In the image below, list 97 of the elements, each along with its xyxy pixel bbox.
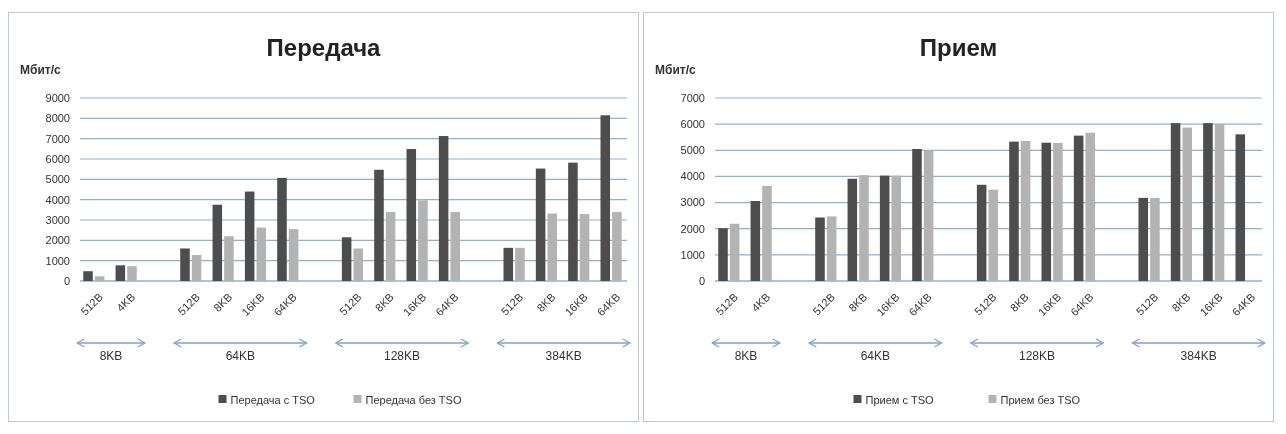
text: 384KB [545, 349, 582, 363]
bar [1053, 142, 1063, 281]
bar [406, 149, 417, 281]
text: 8KB [99, 349, 123, 363]
bar [579, 214, 590, 281]
bar [1214, 123, 1225, 281]
bar [115, 265, 126, 281]
bar [912, 148, 922, 281]
bar [438, 136, 449, 281]
bar [515, 247, 525, 281]
x-tick-label: 8KB [1007, 290, 1031, 314]
y-tick-label: 4000 [45, 193, 70, 206]
bar [547, 213, 558, 281]
bar [1041, 142, 1052, 281]
bar [83, 271, 93, 281]
bar [1150, 197, 1160, 281]
bar [256, 227, 267, 281]
bar [612, 212, 622, 281]
bar [1170, 123, 1181, 281]
text: 8KB [734, 349, 758, 363]
bar [353, 248, 364, 281]
text: 128KB [383, 349, 421, 363]
y-tick-label: 6000 [680, 117, 705, 130]
bar [762, 185, 772, 281]
bar [503, 247, 514, 281]
bar [1073, 135, 1084, 281]
y-tick-label: 1000 [680, 248, 705, 261]
y-tick-label: 9000 [45, 91, 70, 104]
bar [976, 184, 987, 281]
x-tick-label: 4KB [114, 290, 138, 314]
chart-title: Прием [919, 34, 998, 61]
y-tick-label: 2000 [680, 222, 705, 235]
chart-title: Передача [266, 34, 382, 61]
bar [891, 175, 902, 281]
bar [224, 236, 234, 281]
bar [1182, 127, 1193, 281]
bar [418, 200, 428, 281]
bar [568, 162, 578, 281]
y-tick-label: 3000 [680, 196, 705, 209]
bar [385, 212, 396, 281]
bar [1235, 134, 1246, 281]
bar [859, 175, 869, 281]
bar [450, 212, 461, 281]
bar [127, 266, 137, 281]
bar [277, 177, 287, 281]
y-tick-label: 3000 [45, 213, 70, 226]
x-tick-label: 8KB [372, 290, 396, 314]
bar [1009, 141, 1019, 281]
y-tick-label: 7000 [45, 132, 70, 145]
bar [729, 223, 740, 281]
y-tick-label: 1000 [45, 254, 70, 267]
x-tick-label: 8KB [846, 290, 870, 314]
bar [535, 168, 546, 281]
text: 64KB [860, 349, 891, 363]
bar [1085, 132, 1096, 281]
text: 384KB [1180, 349, 1217, 363]
y-tick-label: 8000 [45, 112, 70, 125]
bar [750, 201, 761, 281]
bar [988, 189, 999, 281]
x-tick-label: 8KB [1169, 290, 1193, 314]
bar [180, 248, 190, 281]
text: 128KB [1018, 349, 1056, 363]
y-axis-title: Мбит/с [20, 63, 61, 77]
y-tick-label: 6000 [45, 152, 70, 165]
bar [244, 191, 255, 281]
bar [847, 178, 858, 281]
x-tick-label: 8KB [534, 290, 558, 314]
y-tick-label: 5000 [680, 144, 705, 157]
legend-label: Прием с TSO [865, 393, 935, 406]
legend-label: Передача без TSO [365, 393, 462, 406]
text: 64KB [225, 349, 256, 363]
x-tick-label: 8KB [211, 290, 235, 314]
y-tick-label: 0 [63, 274, 70, 287]
bar [600, 115, 611, 281]
bar [826, 216, 837, 281]
legend-label: Передача с TSO [230, 393, 316, 406]
y-tick-label: 2000 [45, 234, 70, 247]
legend-label: Прием без TSO [1000, 393, 1081, 406]
bar [1138, 197, 1149, 281]
bar [879, 175, 890, 281]
y-tick-label: 7000 [680, 91, 705, 104]
bar [374, 169, 384, 281]
x-tick-label: 4KB [749, 290, 773, 314]
bar [1203, 123, 1213, 281]
bar [341, 237, 352, 281]
y-tick-label: 0 [698, 274, 705, 287]
bar [923, 150, 934, 281]
bar [288, 229, 299, 281]
bar [718, 228, 728, 281]
bar [191, 254, 202, 281]
y-axis-title: Мбит/с [655, 63, 696, 77]
y-tick-label: 4000 [680, 170, 705, 183]
bar [815, 217, 825, 281]
bar [1020, 140, 1031, 281]
y-tick-label: 5000 [45, 173, 70, 186]
bar [94, 276, 105, 281]
bar [212, 204, 223, 281]
